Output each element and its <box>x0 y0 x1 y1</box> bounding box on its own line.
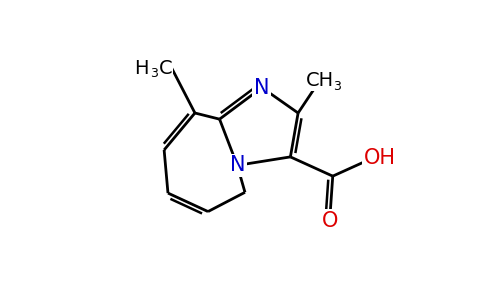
Text: H: H <box>134 59 148 78</box>
Text: N: N <box>229 155 245 176</box>
Text: 3: 3 <box>150 67 158 80</box>
Text: C: C <box>159 59 172 78</box>
Text: O: O <box>321 211 338 231</box>
Text: OH: OH <box>363 148 396 168</box>
Text: N: N <box>254 78 270 98</box>
Text: 3: 3 <box>333 80 341 92</box>
Text: CH: CH <box>305 71 334 90</box>
